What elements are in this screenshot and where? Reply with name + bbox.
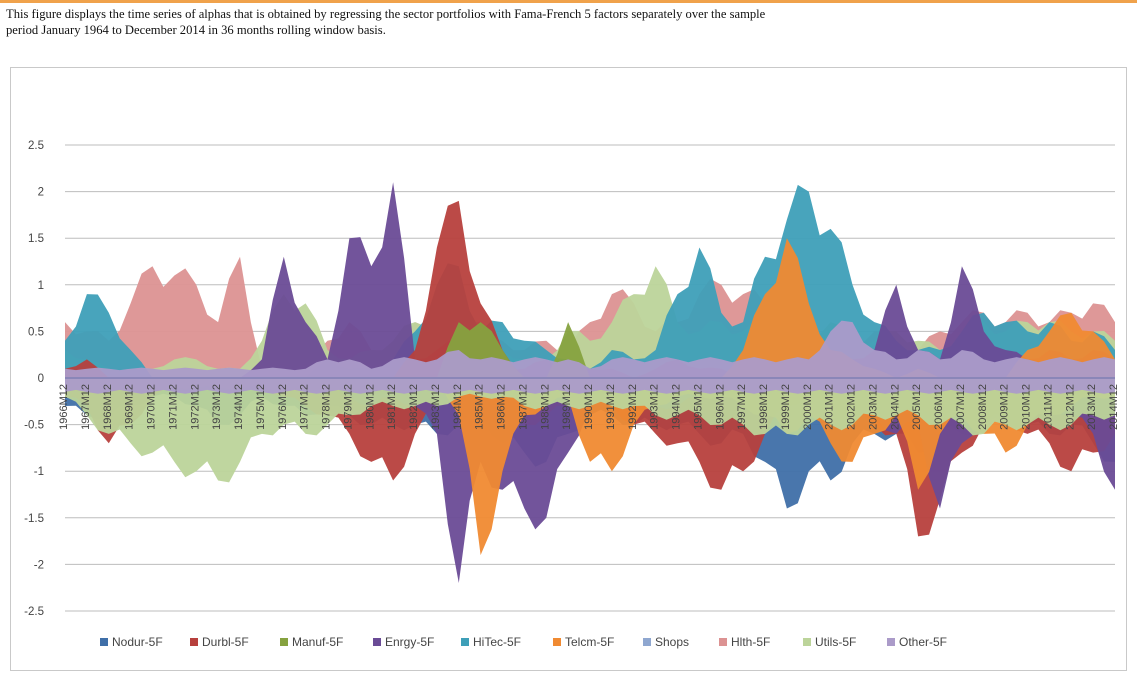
x-tick-label: 1985M12 (474, 384, 486, 430)
x-tick-label: 1973M12 (211, 384, 223, 430)
y-tick-label: -1.5 (24, 513, 44, 525)
x-tick-label: 2010M12 (1021, 384, 1033, 430)
top-rule (0, 0, 1137, 3)
x-tick-label: 2003M12 (867, 384, 879, 430)
x-tick-label: 1975M12 (255, 384, 267, 430)
x-tick-label: 2000M12 (802, 384, 814, 430)
x-tick-label: 1966M12 (58, 384, 70, 430)
x-tick-label: 1994M12 (671, 384, 683, 430)
x-tick-label: 2005M12 (911, 384, 923, 430)
legend-swatch (280, 638, 288, 646)
x-tick-label: 1989M12 (561, 384, 573, 430)
x-tick-label: 1969M12 (124, 384, 136, 430)
area-other-5f (65, 320, 1115, 378)
x-tick-label: 1978M12 (321, 384, 333, 430)
area-other-5f-negative- (65, 378, 1115, 394)
legend-swatch (373, 638, 381, 646)
legend-label: Telcm-5F (565, 635, 614, 649)
legend-swatch (553, 638, 561, 646)
area-enrgy-5f (65, 182, 1115, 378)
x-tick-label: 1998M12 (758, 384, 770, 430)
legend: Nodur-5F Durbl-5F Manuf-5F Enrgy-5F HiTec-5F… (100, 635, 947, 649)
y-tick-label: 2.5 (28, 140, 44, 152)
x-tick-label: 1980M12 (364, 384, 376, 430)
y-tick-label: 1 (38, 280, 44, 292)
x-tick-label: 2011M12 (1042, 384, 1054, 429)
x-tick-label: 2001M12 (824, 384, 836, 430)
x-tick-label: 1976M12 (277, 384, 289, 430)
x-tick-label: 1997M12 (736, 384, 748, 430)
x-axis-labels: 1966M12 1967M12 1968M12 1969M12 1970M12 1971M… (58, 384, 1120, 430)
caption-line-2: period January 1964 to December 2014 in … (6, 23, 386, 37)
legend-label: Durbl-5F (202, 635, 249, 649)
x-tick-label: 1977M12 (299, 384, 311, 430)
y-tick-label: 0 (38, 373, 44, 385)
legend-swatch (190, 638, 198, 646)
area-utils-5f-negative- (65, 378, 1115, 483)
x-tick-label: 1995M12 (692, 384, 704, 430)
x-tick-label: 1992M12 (627, 384, 639, 430)
x-tick-label: 1967M12 (80, 384, 92, 430)
x-tick-label: 2006M12 (933, 384, 945, 430)
legend-swatch (100, 638, 108, 646)
x-tick-label: 1990M12 (583, 384, 595, 430)
x-tick-label: 2002M12 (846, 384, 858, 430)
y-tick-label: -0.5 (24, 420, 44, 432)
x-tick-label: 1984M12 (452, 384, 464, 430)
x-tick-label: 2012M12 (1064, 384, 1076, 430)
legend-swatch (803, 638, 811, 646)
legend-label: HiTec-5F (473, 635, 521, 649)
legend-swatch (643, 638, 651, 646)
x-tick-label: 1996M12 (714, 384, 726, 430)
x-tick-label: 1999M12 (780, 384, 792, 430)
legend-label: Enrgy-5F (385, 635, 434, 649)
legend-label: Manuf-5F (292, 635, 343, 649)
legend-label: Other-5F (899, 635, 947, 649)
series-areas (65, 182, 1115, 583)
legend-swatch (461, 638, 469, 646)
x-tick-label: 2013M12 (1086, 384, 1098, 430)
y-axis-labels: 2.5 2 1.5 1 0.5 0 -0.5 -1 -1.5 -2 -2.5 (24, 140, 44, 618)
x-tick-label: 1983M12 (430, 384, 442, 430)
x-tick-label: 2007M12 (955, 384, 967, 430)
y-tick-label: 1.5 (28, 233, 44, 245)
x-tick-label: 1982M12 (408, 384, 420, 430)
x-tick-label: 2008M12 (977, 384, 989, 430)
legend-swatch (719, 638, 727, 646)
x-tick-label: 1988M12 (539, 384, 551, 430)
x-tick-label: 1971M12 (167, 384, 179, 430)
x-tick-label: 1974M12 (233, 384, 245, 430)
x-tick-label: 1972M12 (189, 384, 201, 430)
x-tick-label: 2004M12 (889, 384, 901, 430)
x-tick-label: 1981M12 (386, 384, 398, 430)
figure-caption: This figure displays the time series of … (6, 6, 1134, 38)
x-tick-label: 1970M12 (146, 384, 158, 430)
legend-label: Utils-5F (815, 635, 856, 649)
y-tick-label: -2.5 (24, 606, 44, 618)
x-tick-label: 2014M12 (1108, 384, 1120, 430)
legend-swatch (887, 638, 895, 646)
y-tick-label: -2 (34, 559, 44, 571)
y-tick-label: -1 (34, 466, 44, 478)
legend-label: Shops (655, 635, 689, 649)
x-tick-label: 1968M12 (102, 384, 114, 430)
caption-line-1: This figure displays the time series of … (6, 7, 766, 21)
x-tick-label: 1986M12 (496, 384, 508, 430)
x-tick-label: 1987M12 (517, 384, 529, 430)
y-tick-label: 0.5 (28, 326, 44, 338)
x-tick-label: 1993M12 (649, 384, 661, 430)
x-tick-label: 2009M12 (999, 384, 1011, 430)
legend-label: Hlth-5F (731, 635, 770, 649)
x-tick-label: 1991M12 (605, 384, 617, 430)
y-tick-label: 2 (38, 187, 44, 199)
legend-label: Nodur-5F (112, 635, 163, 649)
x-tick-label: 1979M12 (342, 384, 354, 430)
